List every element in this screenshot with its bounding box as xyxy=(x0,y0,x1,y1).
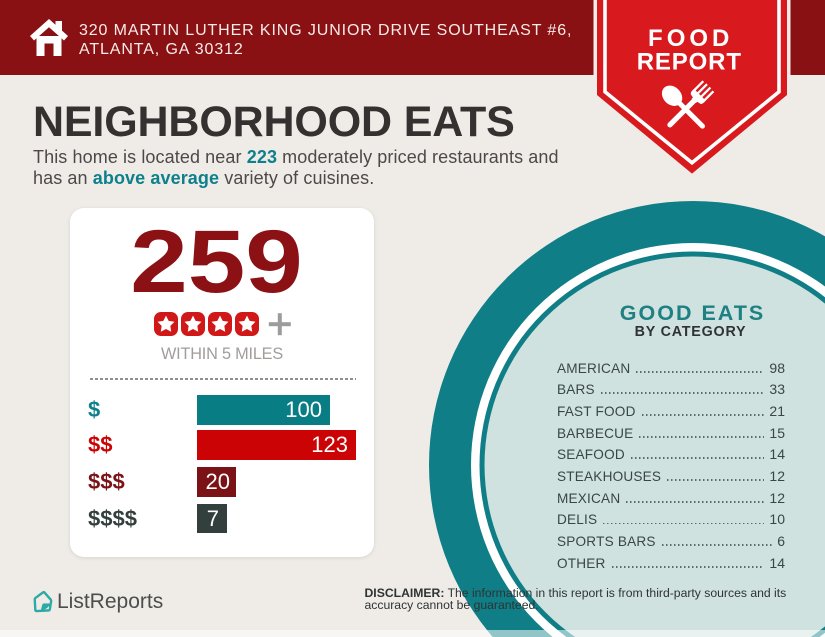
svg-text:REPORT: REPORT xyxy=(637,48,742,75)
svg-text:FOOD: FOOD xyxy=(648,25,733,52)
